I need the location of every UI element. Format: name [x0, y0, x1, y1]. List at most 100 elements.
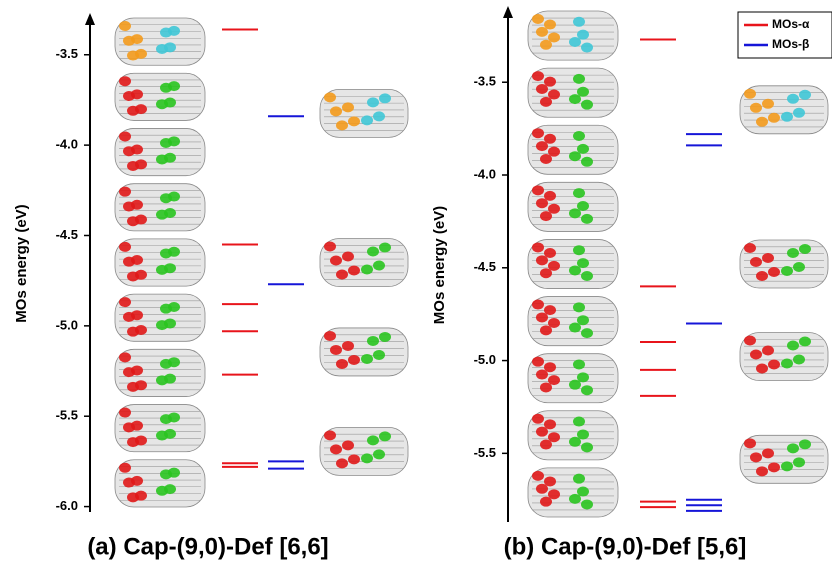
- orbital-lobe: [367, 246, 379, 257]
- orbital-lobe: [135, 435, 147, 446]
- orbital-lobe: [577, 372, 589, 383]
- orbital-lobe: [756, 271, 768, 281]
- orbital-lobe: [787, 93, 799, 104]
- orbital-lobe: [573, 359, 585, 370]
- orbital-lobe: [569, 151, 581, 162]
- orbital-lobe: [131, 475, 143, 486]
- orbital-lobe: [762, 253, 774, 263]
- orbital-lobe: [135, 48, 147, 59]
- orbital-lobe: [131, 255, 143, 265]
- orbital-lobe: [373, 111, 385, 122]
- orbital-lobe: [536, 141, 548, 152]
- orbital-lobe: [756, 363, 768, 374]
- y-tick-label: -4.5: [474, 259, 496, 274]
- orbital-lobe: [379, 431, 391, 442]
- orbital-lobe: [168, 357, 180, 368]
- orbital-lobe: [336, 358, 348, 369]
- orbital-lobe: [168, 136, 180, 147]
- orbital-lobe: [373, 260, 385, 271]
- orbital-lobe: [119, 76, 131, 87]
- orbital-lobe: [540, 439, 552, 450]
- orbital-picture: [319, 89, 409, 138]
- orbital-picture: [527, 67, 619, 118]
- orbital-lobe: [131, 310, 143, 321]
- orbital-lobe: [573, 302, 585, 313]
- orbital-lobe: [164, 152, 176, 163]
- y-tick-label: -4.0: [474, 166, 496, 181]
- orbital-lobe: [544, 419, 556, 430]
- orbital-lobe: [799, 336, 811, 347]
- orbital-lobe: [581, 271, 593, 281]
- y-tick-label: -3.5: [56, 46, 78, 61]
- orbital-lobe: [164, 373, 176, 384]
- orbital-lobe: [342, 102, 354, 113]
- orbital-lobe: [544, 19, 556, 30]
- orbital-picture: [319, 238, 409, 287]
- legend-box: [737, 11, 832, 59]
- orbital-lobe: [135, 269, 147, 280]
- orbital-lobe: [548, 432, 560, 443]
- orbital-lobe: [168, 302, 180, 312]
- orbital-lobe: [348, 454, 360, 465]
- orbital-lobe: [119, 462, 131, 473]
- orbital-lobe: [119, 297, 131, 308]
- orbital-lobe: [581, 385, 593, 396]
- orbital-lobe: [577, 486, 589, 497]
- orbital-lobe: [379, 242, 391, 253]
- orbital-lobe: [131, 199, 143, 210]
- orbital-picture: [319, 327, 409, 377]
- orbital-picture: [527, 124, 619, 175]
- orbital-picture: [527, 239, 619, 289]
- orbital-lobe: [536, 26, 548, 37]
- orbital-lobe: [367, 335, 379, 346]
- orbital-lobe: [573, 416, 585, 427]
- orbital-lobe: [781, 111, 793, 122]
- orbital-lobe: [540, 154, 552, 164]
- orbital-lobe: [799, 244, 811, 254]
- orbital-lobe: [793, 262, 805, 272]
- y-axis-label: MOs energy (eV): [431, 206, 448, 324]
- orbital-lobe: [540, 39, 552, 50]
- orbital-lobe: [168, 191, 180, 202]
- orbital-lobe: [577, 29, 589, 40]
- orbital-lobe: [324, 92, 336, 103]
- orbital-lobe: [573, 131, 585, 141]
- orbital-lobe: [532, 71, 544, 82]
- orbital-lobe: [348, 354, 360, 365]
- orbital-lobe: [569, 208, 581, 219]
- orbital-picture: [114, 238, 206, 287]
- orbital-lobe: [367, 97, 379, 108]
- orbital-lobe: [750, 349, 762, 360]
- orbital-lobe: [336, 120, 348, 131]
- orbital-lobe: [324, 241, 336, 252]
- orbital-picture: [527, 410, 619, 461]
- orbital-lobe: [135, 490, 147, 501]
- orbital-lobe: [573, 16, 585, 27]
- orbital-lobe: [781, 461, 793, 472]
- orbital-lobe: [544, 190, 556, 201]
- orbital-lobe: [540, 268, 552, 279]
- y-tick-label: -5.5: [56, 408, 78, 423]
- orbital-lobe: [367, 435, 379, 446]
- orbital-lobe: [548, 89, 560, 100]
- orbital-lobe: [540, 382, 552, 393]
- orbital-lobe: [348, 265, 360, 276]
- orbital-lobe: [342, 440, 354, 451]
- orbital-lobe: [361, 453, 373, 464]
- y-tick-label: -4.0: [56, 137, 78, 152]
- orbital-picture: [114, 348, 206, 397]
- orbital-lobe: [119, 131, 131, 142]
- orbital-picture: [114, 72, 206, 121]
- orbital-lobe: [787, 443, 799, 454]
- orbital-lobe: [119, 21, 131, 31]
- orbital-lobe: [373, 449, 385, 460]
- orbital-lobe: [342, 251, 354, 262]
- orbital-lobe: [744, 438, 756, 449]
- orbital-lobe: [768, 359, 780, 370]
- orbital-lobe: [135, 325, 147, 335]
- y-tick-label: -3.5: [474, 74, 496, 89]
- orbital-lobe: [581, 328, 593, 339]
- orbital-lobe: [373, 349, 385, 360]
- orbital-lobe: [135, 380, 147, 391]
- orbital-lobe: [581, 99, 593, 110]
